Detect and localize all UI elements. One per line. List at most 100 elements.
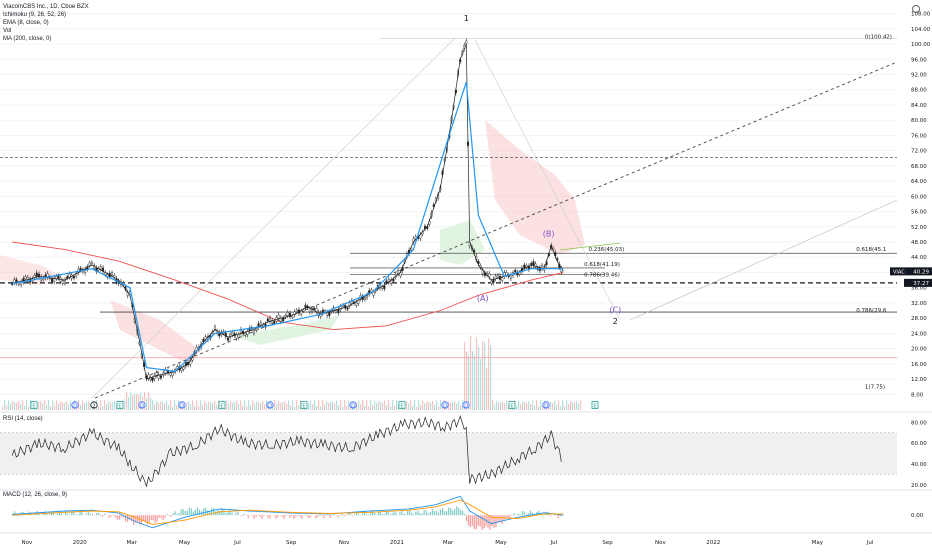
macd-hist-bar [329, 515, 330, 518]
volume-bar [274, 400, 275, 410]
candle-body [386, 281, 388, 283]
macd-hist-bar [440, 510, 441, 516]
price-tick-label: 52.00 [911, 225, 927, 231]
volume-bar [240, 400, 241, 410]
cloud-green-2020 [230, 315, 340, 345]
macd-hist-bar [57, 513, 58, 515]
price-tick-label: 32.00 [911, 301, 927, 307]
macd-hist-bar [370, 513, 371, 515]
macd-hist-bar [98, 513, 99, 515]
price-tick-label: 88.00 [911, 88, 927, 94]
trend-line-grey [630, 200, 897, 320]
macd-hist-bar [293, 515, 294, 519]
macd-hist-bar [108, 515, 109, 518]
event-marker-label: D [351, 403, 355, 409]
macd-hist-bar [102, 515, 103, 516]
volume-bar [88, 402, 89, 410]
volume-bar [488, 338, 489, 410]
volume-bar [278, 401, 279, 410]
volume-bar [360, 404, 361, 410]
macd-hist-bar [117, 515, 118, 519]
volume-bar [554, 401, 555, 410]
macd-hist-bar [151, 515, 152, 520]
candle-body [292, 316, 294, 318]
macd-hist-bar [173, 513, 174, 515]
volume-bar [102, 406, 103, 410]
volume-bar [48, 400, 49, 410]
volume-bar [296, 400, 297, 410]
volume-bar [340, 400, 341, 410]
volume-bar [252, 401, 253, 410]
volume-bar [532, 400, 533, 410]
candle-body [337, 310, 339, 313]
volume-bar [136, 394, 137, 410]
time-tick-label: 2022 [706, 540, 720, 546]
volume-bar [264, 405, 265, 410]
annotation-label: (C) [609, 305, 621, 314]
macd-hist-bar [281, 515, 282, 517]
volume-bar [450, 403, 451, 410]
macd-hist-bar [100, 515, 101, 516]
volume-bar [26, 400, 27, 410]
volume-bar [104, 400, 105, 410]
macd-hist-bar [368, 515, 369, 516]
macd-hist-bar [524, 512, 525, 516]
volume-bar [500, 402, 501, 410]
volume-bar [440, 400, 441, 410]
macd-hist-bar [337, 515, 338, 517]
volume-bar [156, 401, 157, 410]
last-price-symbol: VIAC [893, 270, 905, 276]
price-tick-label: 64.00 [911, 179, 927, 185]
macd-hist-bar [256, 515, 257, 517]
candle-body [236, 335, 238, 338]
candle-body [497, 275, 499, 277]
macd-hist-bar [544, 514, 545, 515]
event-marker-label: E [118, 403, 121, 409]
time-tick-label: Mar [443, 540, 454, 546]
volume-bar [52, 400, 53, 410]
rsi-tick-label: 80.00 [911, 420, 927, 426]
volume-bar [348, 400, 349, 410]
macd-hist-bar [399, 512, 400, 515]
macd-hist-bar [501, 515, 502, 524]
candle-body [384, 286, 386, 289]
volume-bar [200, 400, 201, 410]
volume-bar [204, 401, 205, 410]
event-marker-label: E [32, 403, 35, 409]
macd-hist-bar [388, 512, 389, 516]
macd-hist-bar [161, 515, 162, 518]
event-marker-label: E [510, 403, 513, 409]
macd-hist-bar [191, 508, 192, 515]
event-marker-label: E [400, 403, 403, 409]
volume-bar [572, 403, 573, 410]
annotation-label: 0.786(39.46) [584, 272, 620, 278]
volume-bar [212, 403, 213, 410]
volume-bar [160, 402, 161, 410]
macd-hist-bar [390, 515, 391, 516]
volume-bar [284, 401, 285, 410]
candle-body [397, 270, 399, 273]
macd-hist-bar [560, 515, 561, 516]
candle-body [56, 276, 58, 278]
candle-body [172, 372, 174, 375]
volume-bar [570, 401, 571, 410]
volume-bar [232, 402, 233, 410]
macd-hist-bar [430, 512, 431, 515]
macd-hist-bar [395, 513, 396, 516]
macd-hist-bar [165, 515, 166, 517]
macd-hist-bar [415, 512, 416, 516]
volume-bar [138, 395, 139, 410]
volume-bar [406, 401, 407, 410]
macd-hist-bar [505, 515, 506, 517]
volume-bar [414, 400, 415, 410]
macd-hist-bar [432, 509, 433, 515]
time-tick-label: May [812, 540, 824, 546]
macd-histogram [12, 506, 562, 530]
volume-bar [58, 404, 59, 410]
price-tick-label: 72.00 [911, 149, 927, 155]
volume-bar [42, 403, 43, 410]
volume-bar [154, 404, 155, 410]
candle-body [514, 270, 516, 272]
macd-hist-bar [231, 513, 232, 516]
